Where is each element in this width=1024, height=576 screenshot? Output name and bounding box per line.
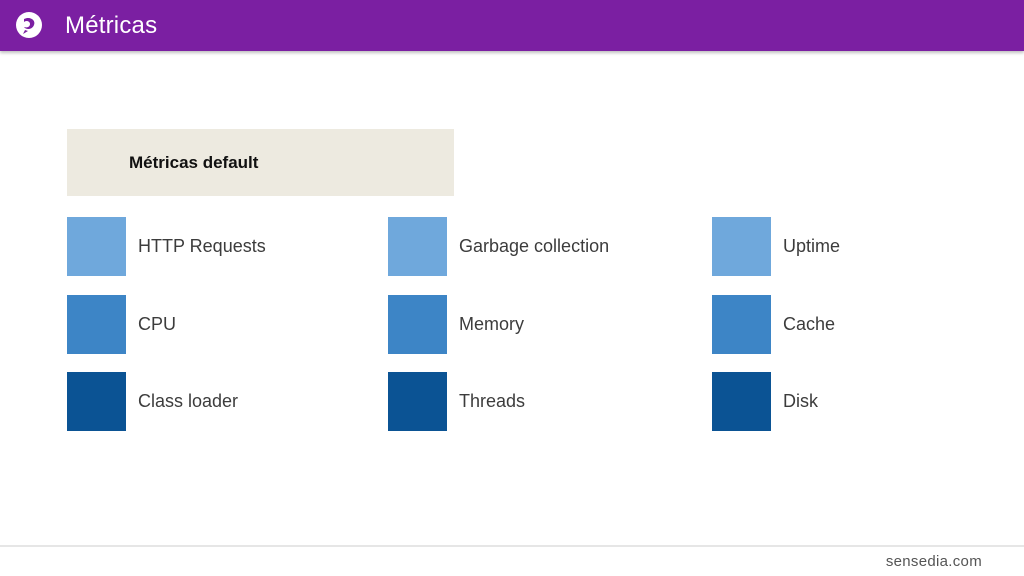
metric-label: Garbage collection bbox=[459, 236, 610, 256]
metric-garbage-collection: Garbage collection bbox=[388, 217, 688, 276]
metric-swatch bbox=[712, 295, 771, 354]
metric-class-loader: Class loader bbox=[67, 372, 367, 431]
sensedia-logo-icon bbox=[16, 12, 42, 38]
metric-swatch bbox=[712, 217, 771, 276]
metric-swatch bbox=[712, 372, 771, 431]
metric-label: Cache bbox=[783, 314, 836, 334]
metric-label: Class loader bbox=[138, 391, 239, 411]
metric-uptime: Uptime bbox=[712, 217, 1012, 276]
metric-label: Memory bbox=[459, 314, 525, 334]
header-bar: Métricas bbox=[0, 0, 1024, 51]
metric-label: Uptime bbox=[783, 236, 841, 256]
section-title: Métricas default bbox=[129, 153, 259, 172]
metric-label: Threads bbox=[459, 391, 526, 411]
metric-disk: Disk bbox=[712, 372, 1012, 431]
metric-memory: Memory bbox=[388, 295, 688, 354]
metric-threads: Threads bbox=[388, 372, 688, 431]
metric-http-requests: HTTP Requests bbox=[67, 217, 367, 276]
metric-swatch bbox=[67, 372, 126, 431]
metric-swatch bbox=[388, 295, 447, 354]
page-title: Métricas bbox=[65, 12, 158, 39]
metric-swatch bbox=[388, 217, 447, 276]
section-header: Métricas default bbox=[67, 129, 454, 196]
metric-label: HTTP Requests bbox=[138, 236, 266, 256]
metric-swatch bbox=[67, 295, 126, 354]
metric-cpu: CPU bbox=[67, 295, 367, 354]
metric-label: Disk bbox=[783, 391, 818, 411]
metric-cache: Cache bbox=[712, 295, 1012, 354]
metric-swatch bbox=[388, 372, 447, 431]
brand-footer: sensedia.com bbox=[885, 553, 982, 570]
footer-divider bbox=[0, 545, 1024, 547]
metric-label: CPU bbox=[138, 314, 177, 334]
metric-swatch bbox=[67, 217, 126, 276]
